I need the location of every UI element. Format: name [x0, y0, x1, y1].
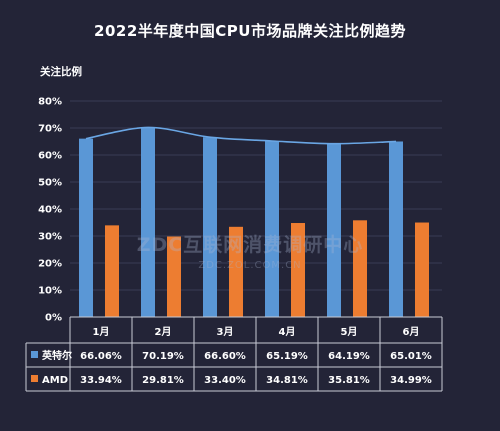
- data-label: 34.81%: [266, 375, 308, 386]
- y-axis-title: 关注比例: [40, 66, 82, 78]
- chart-title: 2022半年度中国CPU市场品牌关注比例趋势: [94, 22, 406, 40]
- bar-amd: [291, 223, 305, 317]
- y-tick-label: 50%: [38, 178, 62, 189]
- x-tick-label: 3月: [217, 326, 234, 338]
- data-label: 33.40%: [204, 375, 246, 386]
- bar-intel: [265, 140, 279, 317]
- data-label: 70.19%: [142, 351, 184, 362]
- data-label: 66.60%: [204, 351, 246, 362]
- bar-amd: [105, 225, 119, 317]
- trend-line-intel: [85, 126, 397, 145]
- data-label: 33.94%: [80, 375, 122, 386]
- bar-intel: [389, 141, 403, 317]
- y-tick-label: 0%: [45, 313, 62, 324]
- y-tick-label: 20%: [38, 259, 62, 270]
- data-label: 66.06%: [80, 351, 122, 362]
- x-tick-label: 5月: [341, 326, 358, 338]
- data-label: 65.01%: [390, 351, 432, 362]
- data-label: 64.19%: [328, 351, 370, 362]
- bar-intel: [203, 137, 217, 317]
- data-label: 65.19%: [266, 351, 308, 362]
- bar-intel: [141, 127, 155, 317]
- y-tick-label: 30%: [38, 232, 62, 243]
- data-label: 29.81%: [142, 375, 184, 386]
- y-tick-label: 80%: [38, 97, 62, 108]
- y-tick-label: 10%: [38, 286, 62, 297]
- y-tick-label: 60%: [38, 151, 62, 162]
- legend-label: 英特尔: [41, 349, 72, 362]
- x-tick-label: 1月: [93, 326, 110, 338]
- x-tick-label: 2月: [155, 326, 172, 338]
- bar-intel: [79, 138, 93, 317]
- bar-amd: [229, 226, 243, 317]
- bar-intel: [327, 143, 341, 317]
- y-tick-label: 40%: [38, 205, 62, 216]
- y-tick-label: 70%: [38, 124, 62, 135]
- x-tick-label: 4月: [279, 326, 296, 338]
- x-tick-label: 6月: [403, 326, 420, 338]
- legend-label: AMD: [42, 375, 68, 386]
- legend-swatch: [31, 351, 38, 358]
- bar-amd: [167, 236, 181, 317]
- data-label: 35.81%: [328, 375, 370, 386]
- bar-amd: [415, 222, 429, 317]
- data-label: 34.99%: [390, 375, 432, 386]
- bar-amd: [353, 220, 367, 317]
- legend-swatch: [31, 375, 38, 382]
